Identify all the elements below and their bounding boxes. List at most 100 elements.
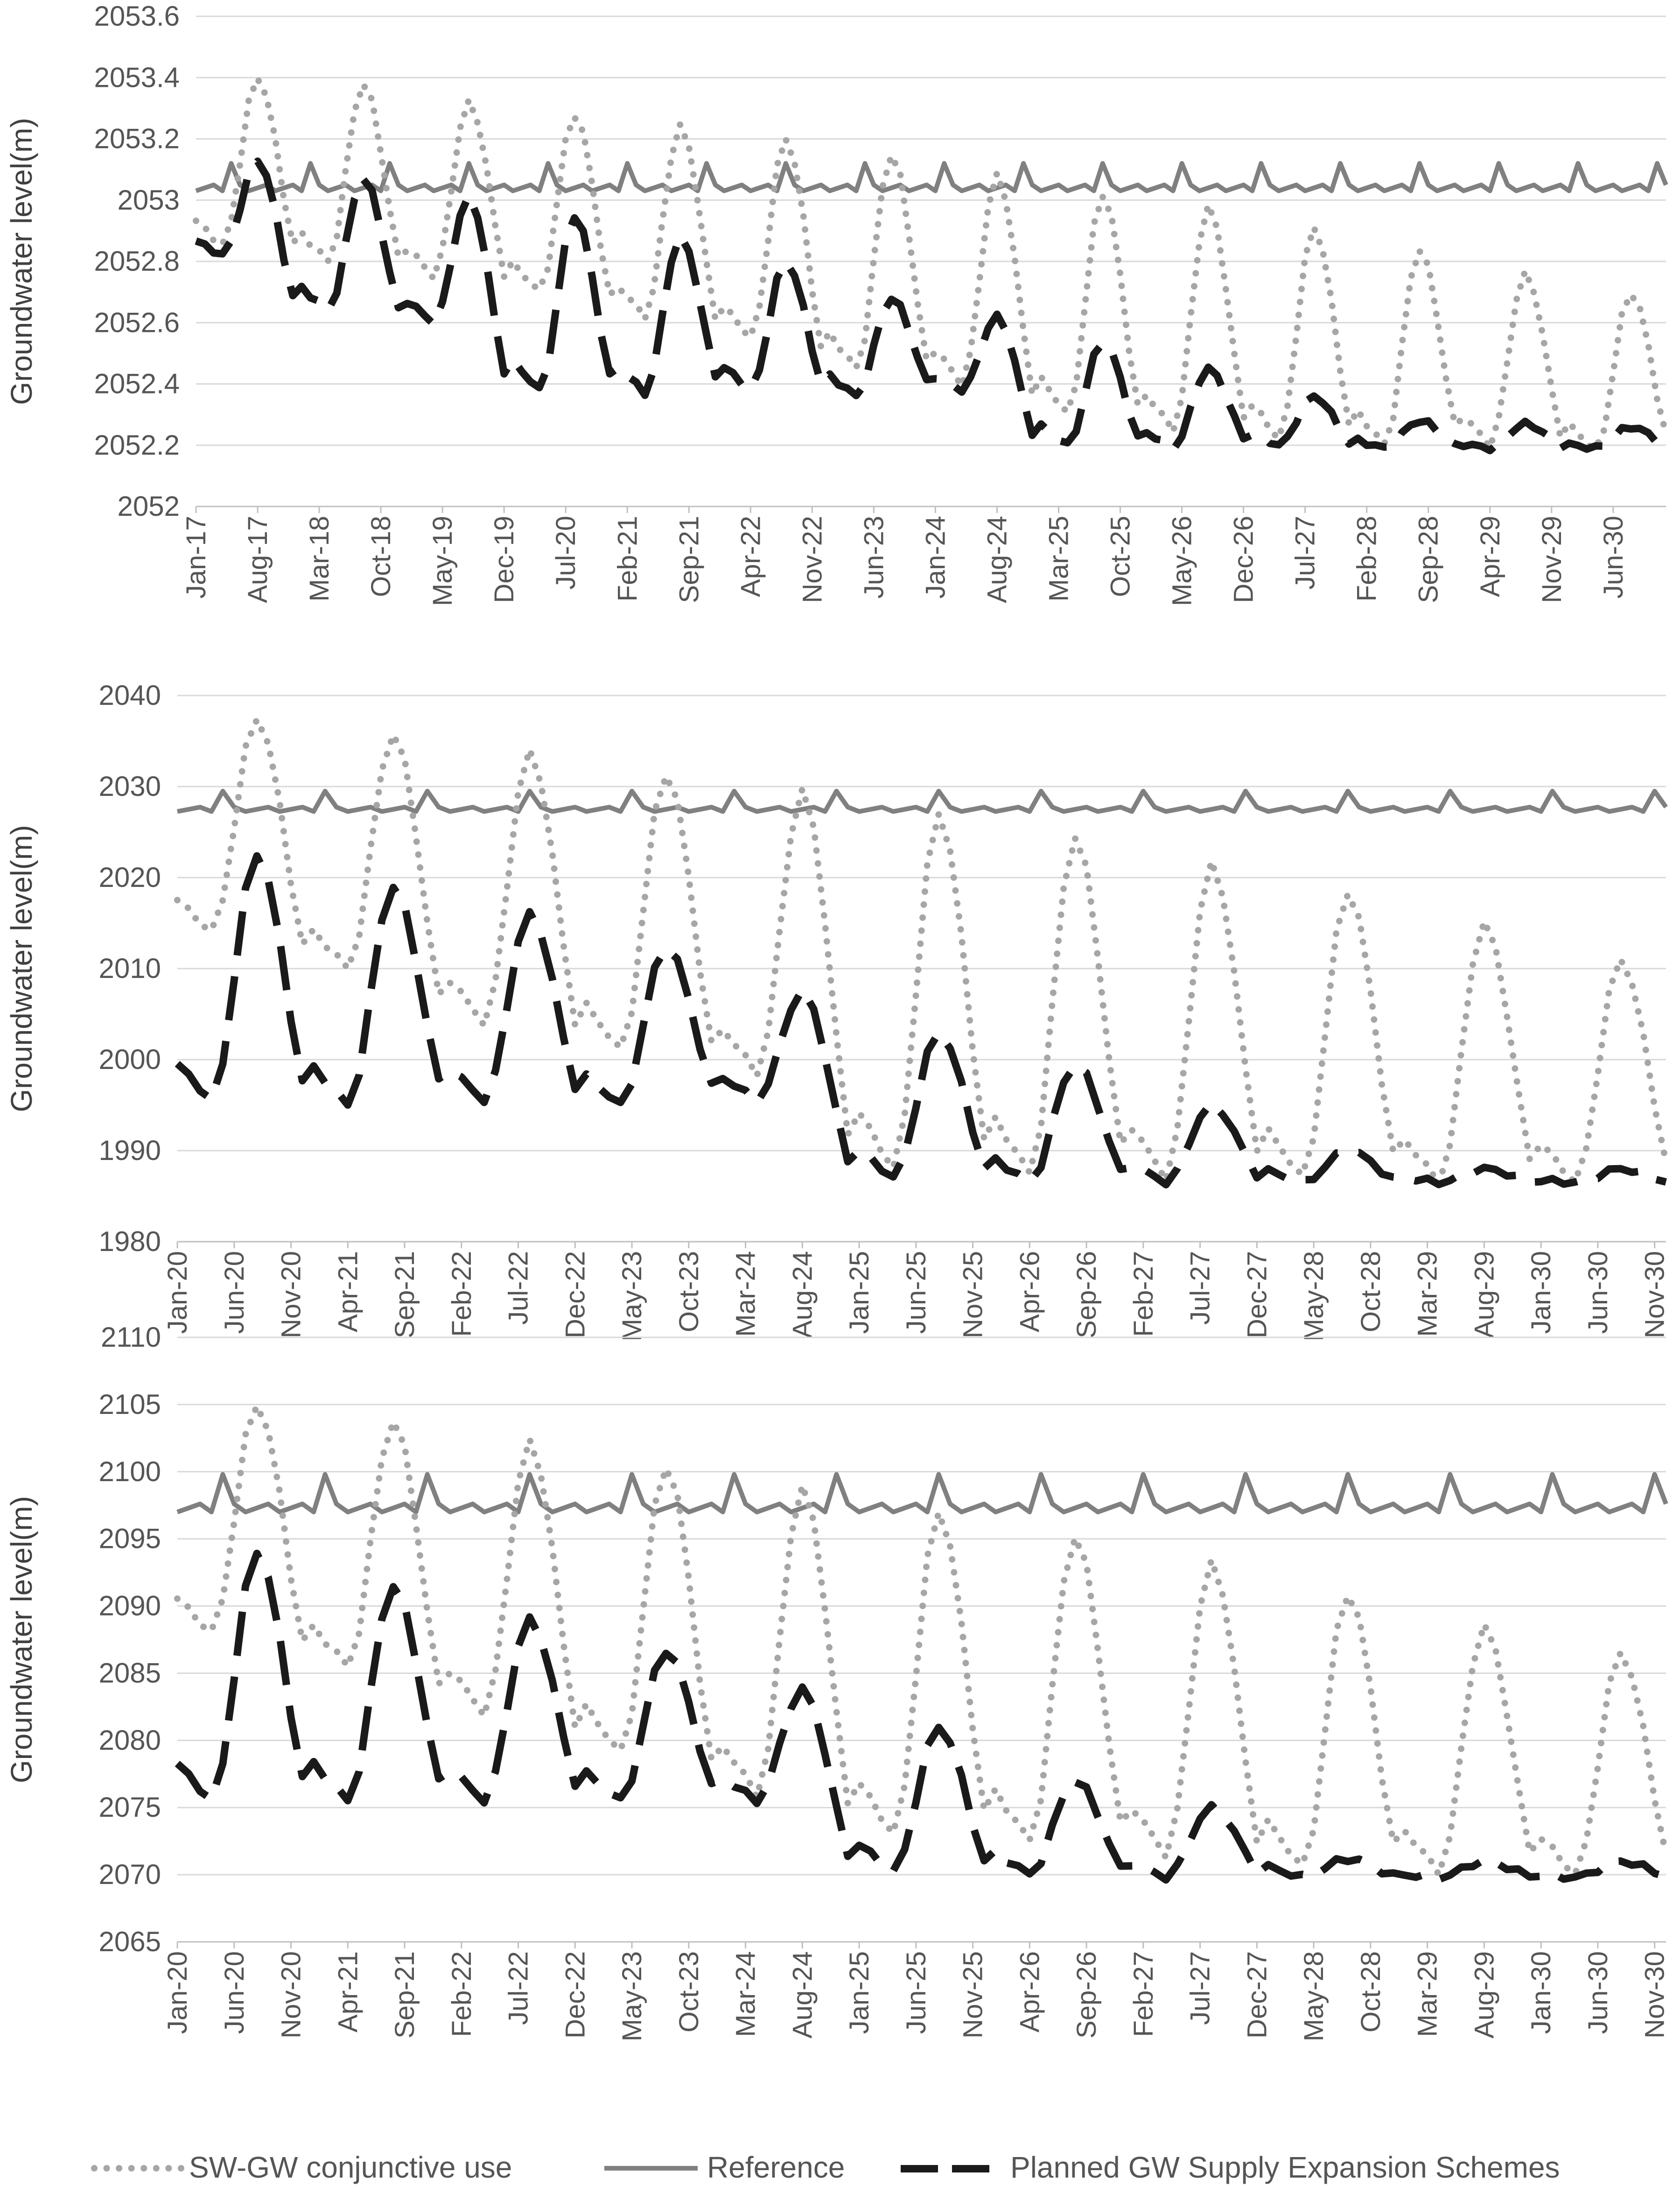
legend-swgw-label: SW-GW conjunctive use bbox=[189, 2151, 512, 2184]
x-tick-label: Jun-25 bbox=[901, 1251, 931, 1334]
x-tick-label: Jun-23 bbox=[859, 516, 889, 598]
y-tick-label: 2110 bbox=[101, 1321, 161, 1353]
x-tick-label: Nov-20 bbox=[276, 1251, 307, 1338]
x-tick-label: Oct-28 bbox=[1356, 1251, 1386, 1332]
x-tick-label: Nov-29 bbox=[1537, 516, 1567, 603]
y-tick-label: 2090 bbox=[99, 1590, 161, 1622]
x-tick-label: Jul-22 bbox=[504, 1951, 534, 2025]
x-tick-label: May-19 bbox=[427, 516, 458, 606]
y-tick-label: 2075 bbox=[99, 1792, 161, 1823]
y-tick-label: 2030 bbox=[99, 771, 161, 802]
y-tick-label: 1980 bbox=[99, 1226, 161, 1257]
x-tick-label: Dec-19 bbox=[489, 516, 519, 603]
x-tick-label: Jul-22 bbox=[504, 1251, 534, 1325]
x-tick-label: Feb-27 bbox=[1128, 1951, 1159, 2037]
legend-swgw-line bbox=[91, 2165, 184, 2172]
x-tick-label: Sep-21 bbox=[390, 1951, 420, 2038]
y-tick-label: 2052 bbox=[118, 491, 180, 522]
series-swgw-conjunctive-line bbox=[174, 1397, 1669, 1884]
series-planned-gw-expansion-line bbox=[175, 852, 1667, 1188]
x-tick-label: Oct-18 bbox=[366, 516, 396, 597]
y-tick-label: 2070 bbox=[99, 1859, 161, 1890]
series-reference-line bbox=[177, 788, 1668, 814]
x-tick-label: Jan-30 bbox=[1526, 1251, 1556, 1334]
x-tick-label: Sep-26 bbox=[1071, 1251, 1102, 1338]
y-tick-label: 2052.8 bbox=[94, 246, 180, 277]
y-axis-title: Groundwater level(m) bbox=[5, 825, 38, 1112]
x-tick-label: Nov-25 bbox=[958, 1251, 988, 1338]
x-tick-label: May-28 bbox=[1299, 1251, 1329, 1341]
chart-1: 2052 2052.2 2052.4 2052.6 2052.8 2053 2053.2 20… bbox=[5, 0, 1669, 606]
y-tick-label: 2065 bbox=[99, 1926, 161, 1957]
x-tick-label: Nov-30 bbox=[1640, 1951, 1670, 2038]
x-tick-label: Jun-20 bbox=[219, 1251, 250, 1334]
x-tick-label: Mar-24 bbox=[731, 1951, 761, 2037]
series-reference-line bbox=[195, 161, 1668, 193]
y-axis-title: Groundwater level(m) bbox=[5, 118, 38, 405]
y-tick-label: 2053 bbox=[118, 184, 180, 216]
y-tick-label: 2095 bbox=[99, 1523, 161, 1554]
y-tick-label: 2010 bbox=[99, 953, 161, 984]
x-tick-label: Jul-27 bbox=[1290, 516, 1321, 590]
x-tick-label: Dec-26 bbox=[1229, 516, 1259, 603]
y-tick-label: 2105 bbox=[99, 1389, 161, 1420]
x-tick-label: Mar-24 bbox=[731, 1251, 761, 1337]
chart-2: 1980 1990 2000 2010 2020 2030 2040 Jan-20 Jun-20… bbox=[5, 680, 1670, 1341]
y-tick-label: 2052.2 bbox=[94, 429, 180, 461]
y-tick-label: 2052.6 bbox=[94, 307, 180, 338]
legend-reference-label: Reference bbox=[707, 2151, 845, 2184]
x-tick-label: Oct-25 bbox=[1106, 516, 1136, 597]
legend-planned-label: Planned GW Supply Expansion Schemes bbox=[1010, 2151, 1560, 2184]
x-tick-label: Feb-22 bbox=[447, 1951, 477, 2037]
y-tick-label: 2053.4 bbox=[94, 62, 180, 93]
y-tick-label: 1990 bbox=[99, 1135, 161, 1166]
legend: SW-GW conjunctive use Reference Planned … bbox=[0, 2147, 1680, 2189]
x-tick-label: Jun-30 bbox=[1583, 1251, 1613, 1334]
x-tick-label: May-23 bbox=[617, 1951, 647, 2041]
series-swgw-conjunctive-line bbox=[174, 711, 1669, 1194]
x-tick-label: Jan-25 bbox=[844, 1951, 875, 2034]
y-tick-label: 2053.6 bbox=[94, 0, 180, 32]
x-tick-label: Jun-20 bbox=[219, 1951, 250, 2034]
x-tick-label: Aug-29 bbox=[1469, 1251, 1499, 1338]
x-tick-label: Sep-26 bbox=[1071, 1951, 1102, 2038]
x-tick-label: Sep-28 bbox=[1414, 516, 1444, 603]
y-axis-title: Groundwater level(m) bbox=[5, 1496, 38, 1783]
x-tick-label: Nov-22 bbox=[797, 516, 827, 603]
x-tick-label: May-23 bbox=[617, 1251, 647, 1341]
legend-reference-line bbox=[604, 2166, 698, 2171]
y-tick-label: 2040 bbox=[99, 680, 161, 711]
x-tick-label: Dec-27 bbox=[1242, 1951, 1272, 2038]
x-tick-label: Apr-22 bbox=[735, 516, 766, 597]
x-tick-label: Jul-20 bbox=[551, 516, 581, 590]
x-tick-label: Aug-24 bbox=[982, 516, 1012, 603]
x-tick-label: Feb-21 bbox=[612, 516, 643, 602]
x-tick-label: May-26 bbox=[1167, 516, 1197, 606]
x-tick-label: Jun-25 bbox=[901, 1951, 931, 2034]
series-planned-gw-expansion-line bbox=[175, 1549, 1667, 1884]
x-tick-label: Mar-29 bbox=[1413, 1951, 1443, 2037]
x-tick-label: Apr-21 bbox=[333, 1251, 363, 1332]
x-tick-label: Oct-23 bbox=[674, 1251, 704, 1332]
x-tick-label: Mar-18 bbox=[304, 516, 335, 602]
y-tick-label: 2052.4 bbox=[94, 368, 180, 400]
y-tick-label: 2000 bbox=[99, 1044, 161, 1075]
y-tick-label: 2053.2 bbox=[94, 123, 180, 155]
x-tick-label: Mar-29 bbox=[1413, 1251, 1443, 1337]
x-tick-label: Oct-28 bbox=[1356, 1951, 1386, 2032]
x-tick-label: Nov-30 bbox=[1640, 1251, 1670, 1338]
y-tick-label: 2100 bbox=[99, 1456, 161, 1487]
x-tick-label: Feb-28 bbox=[1352, 516, 1382, 602]
x-tick-label: Jun-30 bbox=[1583, 1951, 1613, 2034]
x-tick-label: Jan-20 bbox=[162, 1251, 193, 1334]
x-tick-label: Jan-17 bbox=[181, 516, 211, 598]
x-tick-label: Jan-30 bbox=[1526, 1951, 1556, 2034]
x-tick-label: Jul-27 bbox=[1185, 1951, 1216, 2025]
x-tick-label: Apr-26 bbox=[1015, 1251, 1045, 1332]
x-tick-label: Dec-22 bbox=[560, 1251, 590, 1338]
y-tick-label: 2085 bbox=[99, 1657, 161, 1688]
x-tick-label: Aug-17 bbox=[243, 516, 273, 603]
x-tick-label: Apr-26 bbox=[1015, 1951, 1045, 2032]
x-tick-label: Jan-20 bbox=[162, 1951, 193, 2034]
legend-planned-line bbox=[901, 2165, 994, 2172]
